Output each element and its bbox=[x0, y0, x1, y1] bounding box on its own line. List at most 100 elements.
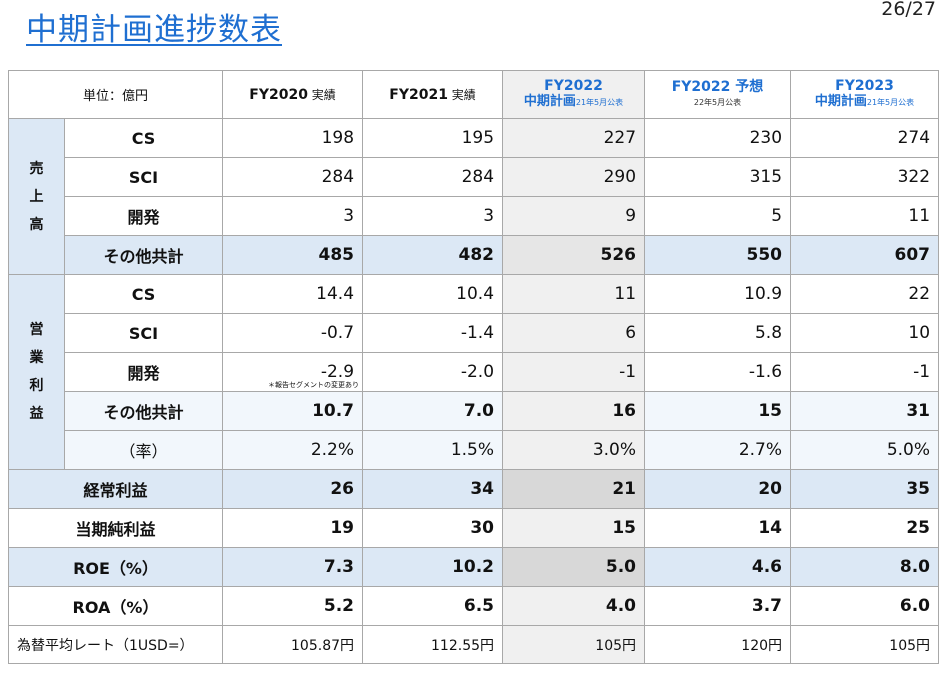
table-row: ROA（%） 5.2 6.5 4.0 3.7 6.0 bbox=[7, 586, 940, 626]
row-label: その他共計 bbox=[63, 235, 224, 275]
row-label: ROA（%） bbox=[7, 586, 224, 626]
value-cell: 105円 bbox=[790, 625, 940, 664]
value-cell: 526 bbox=[502, 235, 646, 275]
value-cell: -1 bbox=[790, 352, 940, 392]
header-row: 単位：億円 FY2020 実績 FY2021 実績 FY2022 中期計画21年… bbox=[7, 70, 940, 119]
value-cell: 5.2 bbox=[222, 586, 364, 626]
table-row: 開発 3 3 9 5 11 bbox=[9, 196, 940, 236]
value-cell: 284 bbox=[222, 157, 364, 197]
value-cell: 10.2 bbox=[362, 547, 504, 587]
value-cell: 284 bbox=[362, 157, 504, 197]
table-row: 為替平均レート（1USD=） 105.87円 112.55円 105円 120円 105円 bbox=[7, 625, 940, 664]
value-cell: -0.7 bbox=[222, 313, 364, 353]
value-cell: 4.6 bbox=[644, 547, 792, 587]
value-cell: 30 bbox=[362, 508, 504, 548]
value-cell: 3.0% bbox=[502, 430, 646, 470]
value-cell: 482 bbox=[362, 235, 504, 275]
value-cell: 274 bbox=[790, 118, 940, 158]
value-cell: 3 bbox=[222, 196, 364, 236]
value-cell: 290 bbox=[502, 157, 646, 197]
table-row: 営 業 利 益 CS 14.4 10.4 11 10.9 22 bbox=[8, 274, 940, 470]
value-cell: 10.7 bbox=[222, 391, 364, 431]
col-header-fy2022-forecast: FY2022 予想 22年5月公表 bbox=[644, 70, 792, 119]
value-cell: 195 bbox=[362, 118, 504, 158]
value-cell: 26 bbox=[222, 469, 364, 509]
col-header-fy2023-plan: FY2023 中期計画21年5月公表 bbox=[790, 70, 940, 119]
value-cell: 3 bbox=[362, 196, 504, 236]
value-cell: 230 bbox=[644, 118, 792, 158]
value-cell: 2.7% bbox=[644, 430, 792, 470]
table-row: ROE（%） 7.3 10.2 5.0 4.6 8.0 bbox=[7, 547, 940, 587]
value-cell: 112.55円 bbox=[362, 625, 504, 664]
value-cell: -2.0 bbox=[362, 352, 504, 392]
unit-header: 単位：億円 bbox=[7, 70, 224, 119]
page-title: 中期計画進捗数表 bbox=[26, 12, 282, 48]
table-row: 売 上 高 CS 198 195 227 230 274 bbox=[8, 118, 940, 275]
value-cell: 34 bbox=[362, 469, 504, 509]
value-cell: 11 bbox=[502, 274, 646, 314]
group-label-sales: 売 上 高 bbox=[8, 118, 65, 275]
value-cell: 5.0 bbox=[502, 547, 646, 587]
group-label-operating-profit: 営 業 利 益 bbox=[8, 274, 65, 470]
table-row: SCI -0.7 -1.4 6 5.8 10 bbox=[9, 313, 940, 353]
table-row: 経常利益 26 34 21 20 35 bbox=[7, 469, 940, 509]
value-cell: 20 bbox=[644, 469, 792, 509]
page-number: 26/27 bbox=[881, 0, 936, 20]
row-label: 経常利益 bbox=[7, 469, 224, 509]
plan-progress-table: 単位：億円 FY2020 実績 FY2021 実績 FY2022 中期計画21年… bbox=[7, 70, 940, 664]
value-cell: 35 bbox=[790, 469, 940, 509]
row-label: 開発 bbox=[63, 352, 224, 392]
value-cell: 105円 bbox=[502, 625, 646, 664]
value-cell: 15 bbox=[502, 508, 646, 548]
table-row: その他共計 10.7 7.0 16 15 31 bbox=[9, 391, 940, 431]
value-cell: 315 bbox=[644, 157, 792, 197]
table-row: その他共計 485 482 526 550 607 bbox=[9, 235, 940, 275]
value-cell: 6 bbox=[502, 313, 646, 353]
value-cell: 1.5% bbox=[362, 430, 504, 470]
value-cell: 6.5 bbox=[362, 586, 504, 626]
row-label: 開発 bbox=[63, 196, 224, 236]
value-cell: 7.3 bbox=[222, 547, 364, 587]
value-cell: -1 bbox=[502, 352, 646, 392]
value-cell: 5.0% bbox=[790, 430, 940, 470]
value-cell: 21 bbox=[502, 469, 646, 509]
value-cell: -1.4 bbox=[362, 313, 504, 353]
col-header-fy2020: FY2020 実績 bbox=[222, 70, 364, 119]
value-cell: 16 bbox=[502, 391, 646, 431]
value-cell: 4.0 bbox=[502, 586, 646, 626]
segment-change-note: ＊報告セグメントの変更あり bbox=[268, 381, 360, 389]
row-label: SCI bbox=[63, 313, 224, 353]
value-cell: 8.0 bbox=[790, 547, 940, 587]
value-cell: 22 bbox=[790, 274, 940, 314]
value-cell: 550 bbox=[644, 235, 792, 275]
row-label: CS bbox=[63, 274, 224, 314]
value-cell: 11 bbox=[790, 196, 940, 236]
row-label: ROE（%） bbox=[7, 547, 224, 587]
table-row: 当期純利益 19 30 15 14 25 bbox=[7, 508, 940, 548]
table-row: SCI 284 284 290 315 322 bbox=[9, 157, 940, 197]
value-cell: 19 bbox=[222, 508, 364, 548]
row-label: （率） bbox=[63, 430, 224, 470]
value-cell: 14.4 bbox=[222, 274, 364, 314]
row-label: その他共計 bbox=[63, 391, 224, 431]
value-cell: -1.6 bbox=[644, 352, 792, 392]
table-row: （率） 2.2% 1.5% 3.0% 2.7% 5.0% bbox=[9, 430, 940, 470]
value-cell: 198 bbox=[222, 118, 364, 158]
value-cell: 10 bbox=[790, 313, 940, 353]
value-cell: 5.8 bbox=[644, 313, 792, 353]
value-cell: 227 bbox=[502, 118, 646, 158]
value-cell: 105.87円 bbox=[222, 625, 364, 664]
value-cell: 9 bbox=[502, 196, 646, 236]
value-cell: 2.2% bbox=[222, 430, 364, 470]
row-label: CS bbox=[63, 118, 224, 158]
value-cell: 31 bbox=[790, 391, 940, 431]
value-cell: 7.0 bbox=[362, 391, 504, 431]
value-cell: 485 bbox=[222, 235, 364, 275]
row-label: 当期純利益 bbox=[7, 508, 224, 548]
value-cell: 15 bbox=[644, 391, 792, 431]
value-cell: 10.4 bbox=[362, 274, 504, 314]
value-cell: 607 bbox=[790, 235, 940, 275]
row-label: SCI bbox=[63, 157, 224, 197]
col-header-fy2021: FY2021 実績 bbox=[362, 70, 504, 119]
value-cell: 322 bbox=[790, 157, 940, 197]
